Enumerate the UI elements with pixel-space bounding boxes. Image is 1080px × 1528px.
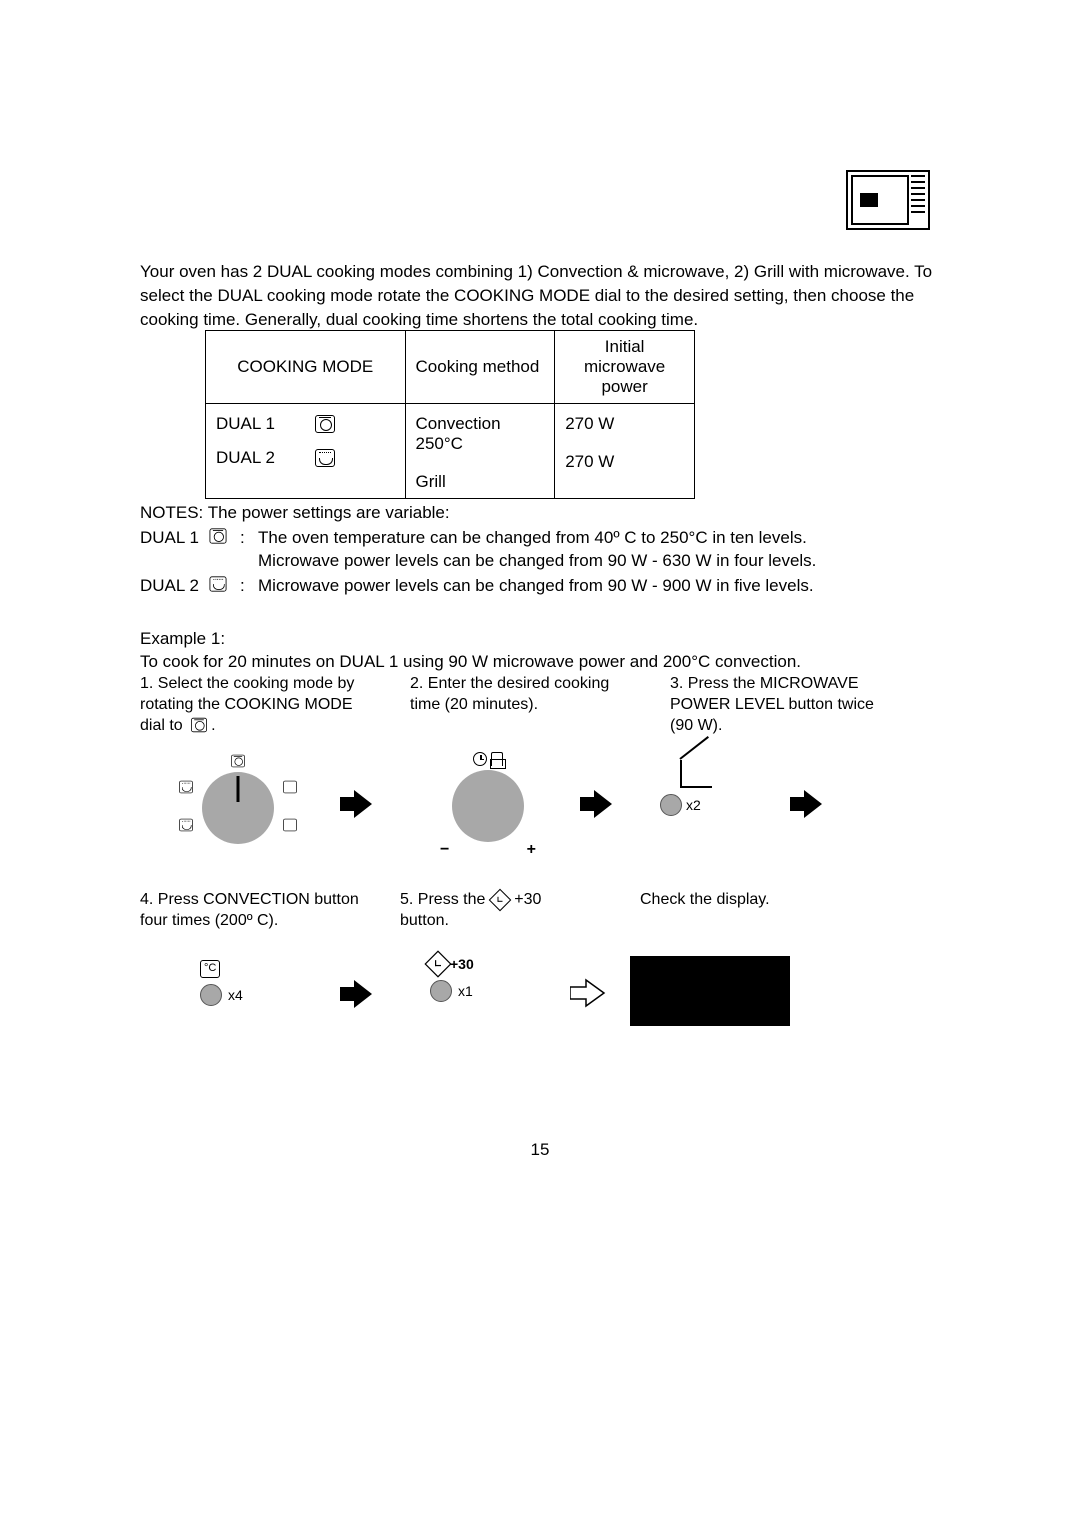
notes-d1-line2: Microwave power levels can be changed fr… xyxy=(258,551,816,570)
minus-label: − xyxy=(440,841,449,859)
mode-dial xyxy=(202,772,274,844)
steps-row-2: 4. Press CONVECTION button four times (2… xyxy=(140,890,940,932)
row1-method: Convection 250°C xyxy=(416,414,545,454)
start-icon xyxy=(489,888,512,911)
step-3-text: Press the MICROWAVE POWER LEVEL button t… xyxy=(670,675,874,734)
step-3: 3. Press the MICROWAVE POWER LEVEL butto… xyxy=(670,674,910,736)
row1-mode: DUAL 1 xyxy=(216,414,275,434)
row2-mode: DUAL 2 xyxy=(216,448,275,468)
notes-block: NOTES: The power settings are variable: … xyxy=(140,502,940,598)
power-button xyxy=(660,794,682,816)
mode-icon xyxy=(283,819,297,832)
step-1: 1. Select the cooking mode by rotating t… xyxy=(140,674,390,736)
fan-icon xyxy=(210,528,227,543)
notes-intro: NOTES: The power settings are variable: xyxy=(140,502,940,525)
grill-icon xyxy=(315,449,335,467)
x4-label: x4 xyxy=(228,987,243,1003)
grill-icon xyxy=(179,781,193,794)
fan-icon xyxy=(191,718,207,732)
arrow-icon xyxy=(340,790,374,818)
step-1-tail: . xyxy=(211,717,215,734)
plus-label: + xyxy=(527,841,536,859)
arrow-icon xyxy=(340,980,374,1008)
page-number: 15 xyxy=(0,1140,1080,1160)
notes-d2-line: Microwave power levels can be changed fr… xyxy=(258,575,940,598)
power-triangle-icon xyxy=(680,760,712,788)
x2-label: x2 xyxy=(686,797,701,813)
row2-power: 270 W xyxy=(565,452,684,472)
step-2: 2. Enter the desired cooking time (20 mi… xyxy=(410,674,640,736)
row1-power: 270 W xyxy=(565,414,684,434)
display-screen xyxy=(630,956,790,1026)
col-method: Cooking method xyxy=(405,331,555,404)
example-block: Example 1: To cook for 20 minutes on DUA… xyxy=(140,628,940,674)
steps-row-1: 1. Select the cooking mode by rotating t… xyxy=(140,674,940,736)
mode-icon xyxy=(283,781,297,794)
time-dial xyxy=(452,770,524,842)
example-line: To cook for 20 minutes on DUAL 1 using 9… xyxy=(140,651,940,674)
start-icon xyxy=(424,950,451,977)
temp-icon xyxy=(200,960,220,978)
fan-icon xyxy=(231,755,245,768)
step-6-text: Check the display. xyxy=(640,891,770,908)
step-4-text: Press CONVECTION button four times (200º… xyxy=(140,891,359,929)
fan-icon xyxy=(315,415,335,433)
microwave-icon xyxy=(846,170,930,230)
step-5-text-a: Press the xyxy=(418,891,486,908)
col-power: Initial microwave power xyxy=(555,331,695,404)
cooking-mode-table: COOKING MODE Cooking method Initial micr… xyxy=(205,330,695,499)
arrow-outline-icon xyxy=(570,978,606,1008)
grill-icon xyxy=(179,819,193,832)
plus30-label: +30 xyxy=(450,956,474,972)
lock-icon xyxy=(491,752,503,766)
arrow-icon xyxy=(790,790,824,818)
step-6: Check the display. xyxy=(640,890,840,932)
visual-row-1: − + x2 xyxy=(140,750,940,860)
step-5: 5. Press the +30 button. xyxy=(400,890,610,932)
col-mode: COOKING MODE xyxy=(206,331,406,404)
grill-icon xyxy=(210,576,227,591)
row2-method: Grill xyxy=(416,472,545,492)
step-2-text: Enter the desired cooking time (20 minut… xyxy=(410,675,609,713)
start-button xyxy=(430,980,452,1002)
x1-label: x1 xyxy=(458,983,473,999)
notes-d2-label: DUAL 2 xyxy=(140,575,202,598)
notes-d1-line1: The oven temperature can be changed from… xyxy=(258,528,807,547)
intro-paragraph: Your oven has 2 DUAL cooking modes combi… xyxy=(140,260,940,331)
convection-button xyxy=(200,984,222,1006)
step-1-text: Select the cooking mode by rotating the … xyxy=(140,675,354,734)
clock-icon xyxy=(473,752,487,766)
visual-row-2: x4 +30 x1 xyxy=(140,950,940,1060)
step-4: 4. Press CONVECTION button four times (2… xyxy=(140,890,390,932)
arrow-icon xyxy=(580,790,614,818)
notes-d1-label: DUAL 1 xyxy=(140,527,202,550)
example-title: Example 1: xyxy=(140,628,940,651)
